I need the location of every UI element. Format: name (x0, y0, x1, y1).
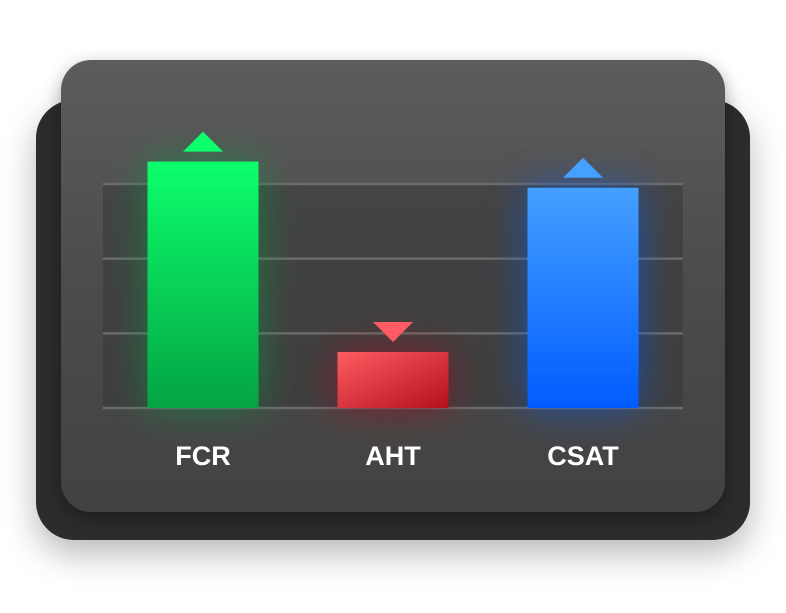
category-label-aht: AHT (365, 441, 421, 471)
down-arrow-icon-aht (373, 322, 413, 342)
bar-aht (337, 352, 449, 408)
up-arrow-icon-fcr (183, 131, 223, 152)
category-label-csat: CSAT (547, 441, 619, 471)
category-label-fcr: FCR (175, 441, 231, 471)
bars (147, 161, 639, 408)
trend-markers (183, 131, 603, 342)
up-arrow-icon-csat (563, 157, 603, 178)
category-labels: FCR AHT CSAT (175, 441, 619, 471)
bar-fcr (147, 161, 259, 408)
bar-csat (527, 187, 639, 408)
